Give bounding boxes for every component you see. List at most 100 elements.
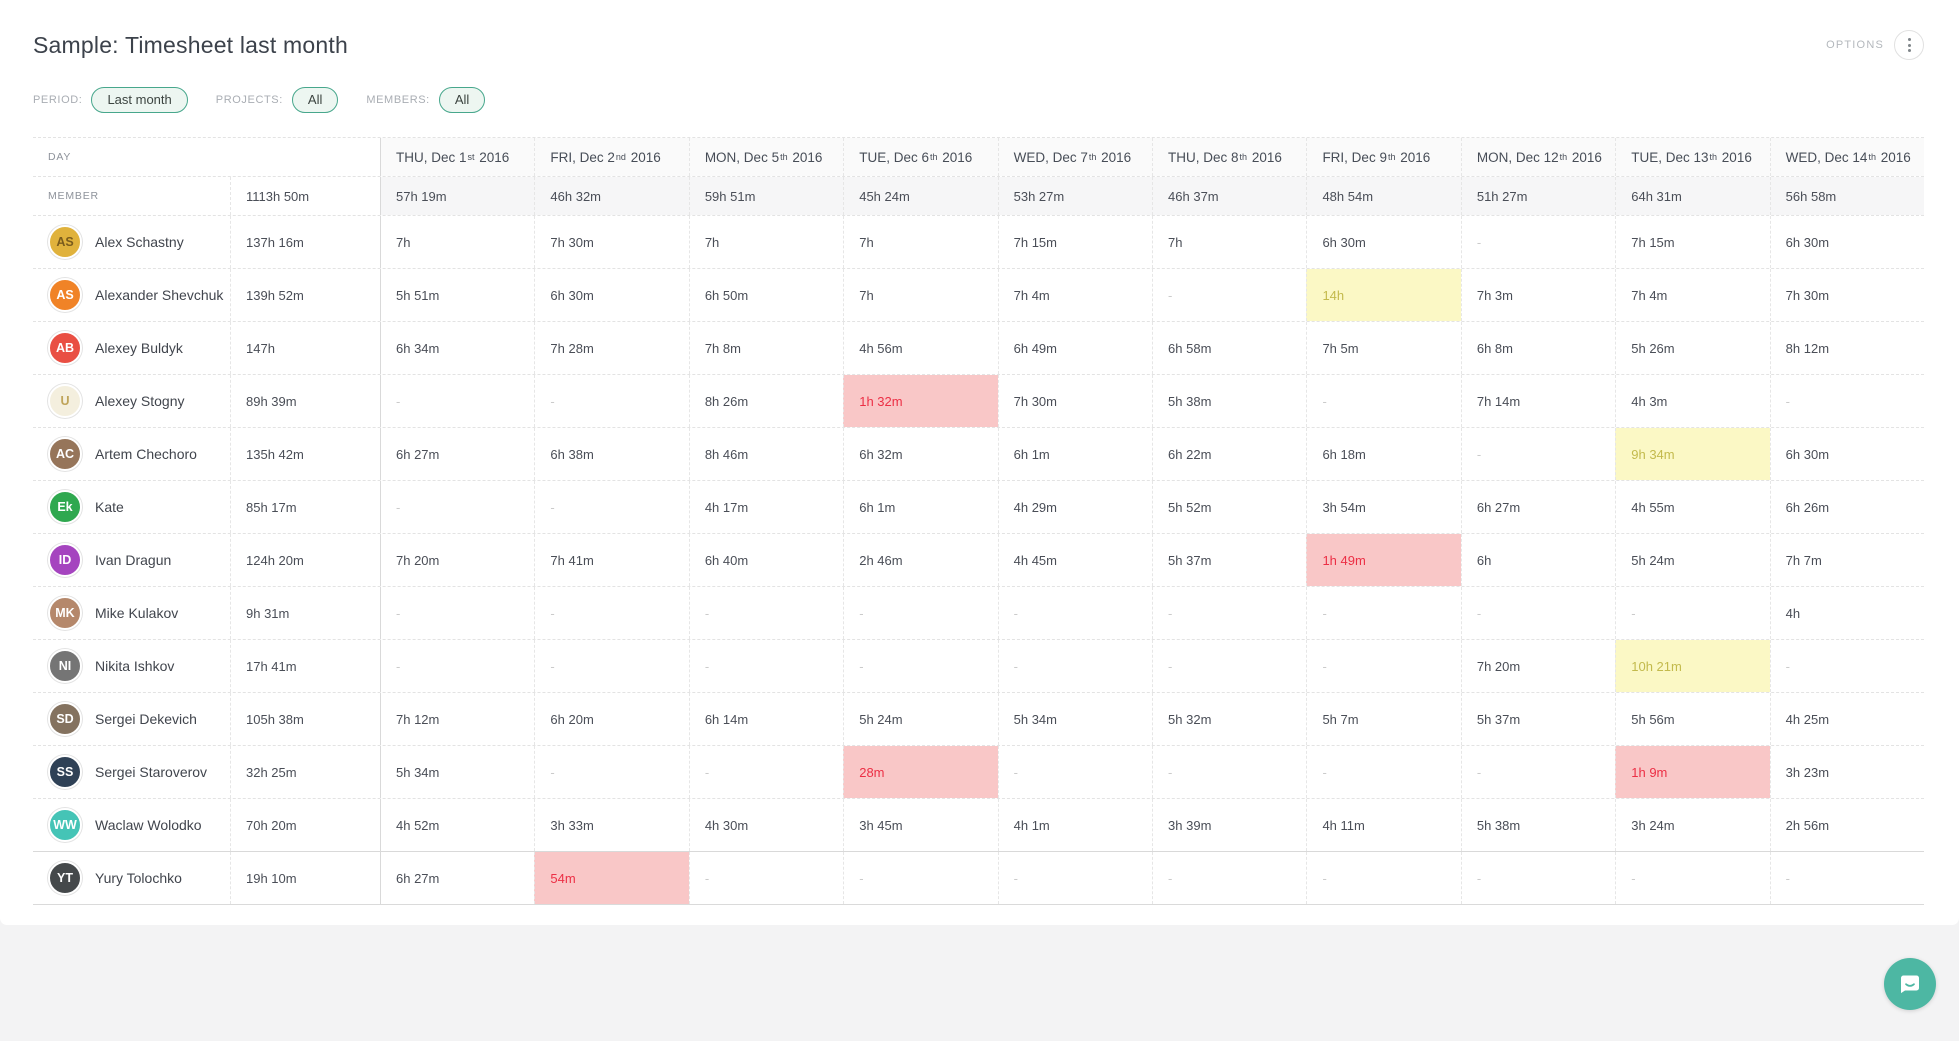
time-cell: 9h 34m (1615, 428, 1770, 480)
time-cell-empty: - (534, 640, 688, 692)
day-total-cell: 46h 32m (534, 177, 689, 215)
time-cell: 1h 9m (1615, 746, 1770, 798)
time-cell-empty: - (1615, 852, 1769, 904)
time-cell: 7h 20m (1460, 640, 1615, 692)
time-cell: 5h 38m (1152, 375, 1306, 427)
time-cell: 5h 37m (1460, 693, 1615, 745)
member-row[interactable]: NI Nikita Ishkov 17h 41m - - - - - - -7h 20m 10h 2… (33, 639, 1924, 692)
time-cell: 8h 26m (688, 375, 843, 427)
time-cell: 3h 39m (1152, 799, 1306, 851)
time-cell: 4h 11m (1306, 799, 1460, 851)
time-cell-empty: - (997, 640, 1152, 692)
time-cell: 2h 56m (1769, 799, 1924, 851)
time-cell: 6h 49m (997, 322, 1152, 374)
time-cell: 4h 45m (997, 534, 1152, 586)
member-name: Sergei Dekevich (95, 711, 197, 727)
time-cell: 4h 3m (1615, 375, 1769, 427)
day-column-label: DAY (48, 151, 72, 163)
time-cell-empty: - (1769, 375, 1924, 427)
time-cell: 6h 38m (534, 428, 688, 480)
member-photo-avatar: MK (48, 596, 82, 630)
member-row[interactable]: SS Sergei Staroverov 32h 25m 5h 34m - -28m - - -… (33, 745, 1924, 798)
member-row[interactable]: AS Alex Schastny 137h 16m 7h 7h 30m 7h 7h 7h 15… (33, 215, 1924, 268)
member-row[interactable]: MK Mike Kulakov 9h 31m - - - - - - - - -4h (33, 586, 1924, 639)
time-cell: 7h 30m (534, 216, 688, 268)
time-cell-empty: - (997, 746, 1152, 798)
time-cell: 28m (843, 746, 998, 798)
day-total-cell: 48h 54m (1306, 177, 1461, 215)
day-total-cell: 59h 51m (688, 177, 844, 215)
member-row[interactable]: ID Ivan Dragun 124h 20m 7h 20m 7h 41m 6h 40m 2… (33, 533, 1924, 586)
time-cell: 7h 41m (534, 534, 688, 586)
grand-total: 1113h 50m (230, 177, 380, 215)
time-cell: 6h 27m (380, 852, 534, 904)
time-cell: 6h 26m (1769, 481, 1924, 533)
member-total: 89h 39m (230, 375, 380, 427)
member-row[interactable]: WW Waclaw Wolodko 70h 20m 4h 52m 3h 33m 4h 30… (33, 798, 1924, 851)
time-cell: 4h (1769, 587, 1924, 639)
chat-bubble-icon (1901, 975, 1919, 994)
time-cell: 4h 29m (997, 481, 1152, 533)
member-cell: AB Alexey Buldyk (33, 322, 230, 374)
time-cell-empty: - (1306, 587, 1460, 639)
time-cell-empty: - (1306, 852, 1460, 904)
member-total: 105h 38m (230, 693, 380, 745)
time-cell: 6h 58m (1152, 322, 1306, 374)
filter-period-pill[interactable]: Last month (91, 87, 188, 113)
time-cell: 7h 30m (997, 375, 1152, 427)
options-button[interactable] (1894, 30, 1924, 60)
time-cell: 8h 12m (1769, 322, 1924, 374)
member-name: Alex Schastny (95, 234, 184, 250)
member-cell: WW Waclaw Wolodko (33, 799, 230, 851)
time-cell: 6h 50m (688, 269, 843, 321)
time-cell: 7h 7m (1769, 534, 1924, 586)
time-cell-empty: - (843, 640, 997, 692)
time-cell-empty: - (997, 852, 1152, 904)
member-photo-avatar: SD (48, 702, 82, 736)
time-cell: 6h 27m (1460, 481, 1615, 533)
member-photo-avatar: AC (48, 437, 82, 471)
member-name: Alexey Buldyk (95, 340, 183, 356)
time-cell: 7h (380, 216, 534, 268)
time-cell-empty: - (1152, 746, 1306, 798)
time-cell: 54m (534, 852, 689, 904)
member-row[interactable]: U Alexey Stogny 89h 39m - -8h 26m 1h 32m 7h 30… (33, 374, 1924, 427)
member-row[interactable]: AS Alexander Shevchuk 139h 52m 5h 51m 6h 30m… (33, 268, 1924, 321)
time-cell-empty: - (534, 587, 688, 639)
member-row[interactable]: YT Yury Tolochko 19h 10m 6h 27m 54m - - - - - - - - (33, 851, 1924, 904)
member-cell: AS Alexander Shevchuk (33, 269, 230, 321)
member-row[interactable]: AC Artem Chechoro 135h 42m 6h 27m 6h 38m 8h 4… (33, 427, 1924, 480)
time-cell-empty: - (1306, 640, 1460, 692)
member-photo-avatar: NI (48, 649, 82, 683)
time-cell: 7h (688, 216, 843, 268)
filter-members-label: MEMBERS: (366, 94, 430, 106)
filter-projects-pill[interactable]: All (291, 87, 339, 113)
time-cell-empty: - (688, 587, 843, 639)
time-cell: 7h 14m (1460, 375, 1615, 427)
time-cell: 4h 17m (688, 481, 843, 533)
member-cell: Ek Kate (33, 481, 230, 533)
time-cell: 3h 54m (1306, 481, 1460, 533)
options-label: OPTIONS (1826, 39, 1884, 51)
member-photo-avatar: U (48, 384, 82, 418)
member-row[interactable]: Ek Kate 85h 17m - -4h 17m 6h 1m 4h 29m 5h 52m 3h… (33, 480, 1924, 533)
member-name: Alexander Shevchuk (95, 287, 224, 303)
filter-projects: PROJECTS: All (216, 87, 339, 113)
member-row[interactable]: AB Alexey Buldyk 147h 6h 34m 7h 28m 7h 8m 4h 5… (33, 321, 1924, 374)
time-cell-empty: - (534, 375, 688, 427)
time-cell-empty: - (1769, 852, 1924, 904)
chat-launcher-button[interactable] (1884, 958, 1936, 1010)
member-cell: SS Sergei Staroverov (33, 746, 230, 798)
time-cell: 4h 30m (688, 799, 843, 851)
kebab-menu-icon (1907, 38, 1911, 52)
member-row[interactable]: SD Sergei Dekevich 105h 38m 7h 12m 6h 20m 6h … (33, 692, 1924, 745)
filter-members-pill[interactable]: All (438, 87, 486, 113)
time-cell: 6h 27m (380, 428, 534, 480)
time-cell: 6h 32m (843, 428, 997, 480)
time-cell: 3h 24m (1615, 799, 1769, 851)
time-cell: 4h 55m (1615, 481, 1769, 533)
